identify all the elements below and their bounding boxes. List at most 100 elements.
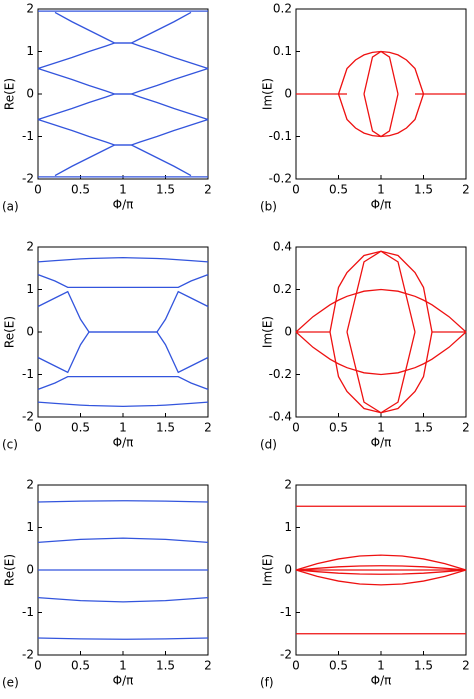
x-axis-label: Φ/π xyxy=(113,674,134,688)
x-tick-label: 1.5 xyxy=(414,183,433,197)
y-tick-label: 1 xyxy=(26,520,34,534)
data-line xyxy=(37,118,209,146)
y-tick-label: 0 xyxy=(26,563,34,577)
y-tick-label: 0 xyxy=(26,87,34,101)
x-tick-label: 1.5 xyxy=(414,659,433,673)
y-tick-label: 0 xyxy=(284,563,292,577)
data-line xyxy=(337,50,425,95)
x-axis-label: Φ/π xyxy=(371,674,392,688)
y-tick-label: -2 xyxy=(22,648,34,662)
y-tick-label: 0.2 xyxy=(273,282,292,296)
data-line xyxy=(295,565,467,571)
y-axis-label: Im(E) xyxy=(261,316,275,348)
data-line xyxy=(329,250,433,333)
data-line xyxy=(37,537,209,544)
y-tick-label: -1 xyxy=(22,129,34,143)
panel-label: (e) xyxy=(2,676,19,690)
y-axis-label: Re(E) xyxy=(3,554,17,586)
x-tick-label: 0.5 xyxy=(329,183,348,197)
y-tick-label: 2 xyxy=(26,478,34,492)
x-tick-label: 1 xyxy=(377,659,385,673)
y-tick-label: -0.1 xyxy=(269,129,292,143)
x-tick-label: 2 xyxy=(204,659,212,673)
data-line xyxy=(346,331,416,414)
x-axis-label: Φ/π xyxy=(371,436,392,450)
data-line xyxy=(37,256,209,263)
x-tick-label: 1 xyxy=(119,421,127,435)
panel-label: (d) xyxy=(260,438,277,452)
y-tick-label: 0.2 xyxy=(273,2,292,16)
data-line xyxy=(54,11,192,44)
data-line xyxy=(54,144,192,177)
x-tick-label: 1 xyxy=(377,421,385,435)
x-tick-label: 2 xyxy=(462,183,470,197)
x-tick-label: 1.5 xyxy=(156,183,175,197)
x-tick-label: 1 xyxy=(119,659,127,673)
y-tick-label: -1 xyxy=(22,367,34,381)
y-tick-label: -2 xyxy=(22,172,34,186)
x-tick-label: 1.5 xyxy=(156,421,175,435)
data-line xyxy=(346,250,416,333)
data-line xyxy=(37,375,209,390)
panel-label: (a) xyxy=(2,200,19,214)
data-line xyxy=(363,50,399,95)
y-tick-label: 2 xyxy=(284,478,292,492)
x-axis-label: Φ/π xyxy=(371,198,392,212)
y-tick-label: 2 xyxy=(26,240,34,254)
x-tick-label: 0 xyxy=(292,183,300,197)
x-tick-label: 0.5 xyxy=(71,659,90,673)
x-tick-label: 1 xyxy=(377,183,385,197)
x-tick-label: 0.5 xyxy=(329,659,348,673)
y-tick-label: -0.2 xyxy=(269,172,292,186)
x-tick-label: 1 xyxy=(119,183,127,197)
y-tick-label: -2 xyxy=(22,410,34,424)
y-tick-label: -1 xyxy=(280,605,292,619)
data-line xyxy=(295,569,467,586)
y-tick-label: 1 xyxy=(26,282,34,296)
y-tick-label: 0 xyxy=(284,325,292,339)
data-line xyxy=(37,93,209,121)
x-tick-label: 0 xyxy=(34,421,42,435)
data-line xyxy=(37,42,209,70)
y-tick-label: 0.1 xyxy=(273,44,292,58)
panel-label: (c) xyxy=(2,438,18,452)
y-axis-label: Im(E) xyxy=(261,78,275,110)
data-line xyxy=(337,93,425,138)
data-line xyxy=(329,331,433,414)
data-line xyxy=(37,596,209,603)
y-axis-label: Im(E) xyxy=(261,554,275,586)
y-tick-label: 0 xyxy=(284,87,292,101)
y-tick-label: 1 xyxy=(26,44,34,58)
data-line xyxy=(37,401,209,408)
panel-label: (b) xyxy=(260,200,277,214)
y-axis-label: Re(E) xyxy=(3,316,17,348)
panel-label: (f) xyxy=(260,676,274,690)
y-tick-label: 0.4 xyxy=(273,240,292,254)
data-line xyxy=(295,331,467,376)
x-tick-label: 0 xyxy=(34,183,42,197)
data-line xyxy=(37,500,209,503)
y-tick-label: -1 xyxy=(22,605,34,619)
x-tick-label: 0 xyxy=(292,659,300,673)
x-tick-label: 2 xyxy=(462,421,470,435)
x-tick-label: 0 xyxy=(292,421,300,435)
x-tick-label: 1.5 xyxy=(414,421,433,435)
data-line xyxy=(37,274,209,289)
x-axis-label: Φ/π xyxy=(113,436,134,450)
data-line xyxy=(363,93,399,138)
y-axis-label: Re(E) xyxy=(3,78,17,110)
x-axis-label: Φ/π xyxy=(113,198,134,212)
data-line xyxy=(295,554,467,571)
data-line xyxy=(37,331,209,374)
y-tick-label: 0 xyxy=(26,325,34,339)
data-line xyxy=(37,637,209,640)
data-line xyxy=(37,67,209,95)
y-tick-label: -0.2 xyxy=(269,367,292,381)
x-tick-label: 0.5 xyxy=(329,421,348,435)
data-line xyxy=(37,290,209,333)
y-tick-label: -2 xyxy=(280,648,292,662)
data-line xyxy=(295,288,467,333)
x-tick-label: 0 xyxy=(34,659,42,673)
x-tick-label: 1.5 xyxy=(156,659,175,673)
